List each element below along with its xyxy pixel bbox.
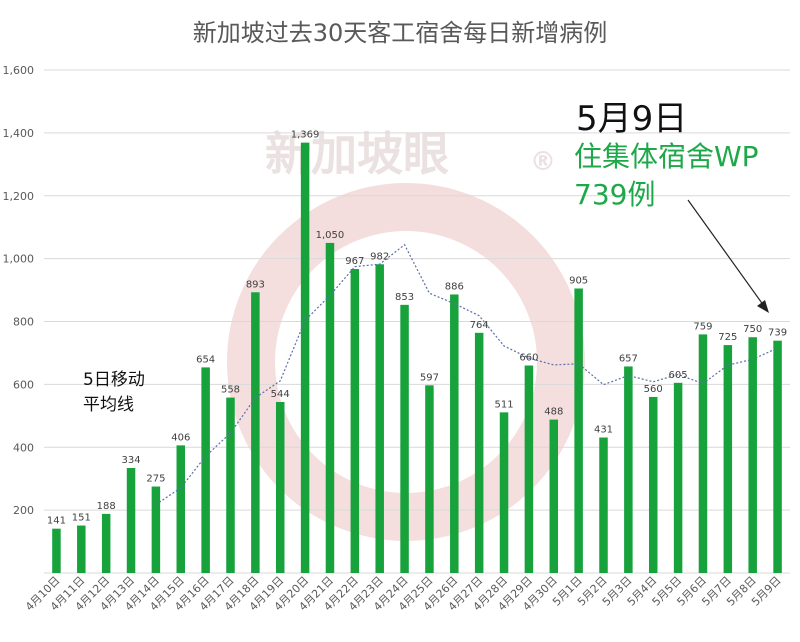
bar bbox=[624, 366, 633, 573]
bar bbox=[201, 367, 210, 573]
y-tick-label: 1,600 bbox=[3, 64, 35, 77]
bar bbox=[77, 525, 86, 573]
data-label: 511 bbox=[494, 399, 513, 410]
ma-label-line1: 5日移动 bbox=[83, 370, 145, 390]
data-label: 739 bbox=[768, 328, 787, 339]
bar bbox=[325, 242, 335, 573]
y-tick-label: 800 bbox=[13, 316, 34, 329]
data-labels: 141 151 188 334 275 406 654 558 893 544 1,369 1,050… bbox=[47, 130, 787, 527]
bar bbox=[425, 385, 434, 573]
bar bbox=[648, 396, 658, 573]
bar bbox=[400, 304, 409, 573]
bar bbox=[375, 264, 384, 573]
data-label: 750 bbox=[743, 324, 762, 335]
bar bbox=[101, 513, 111, 573]
moving-average-line bbox=[155, 243, 778, 506]
annotation-date: 5月9日 bbox=[576, 99, 687, 139]
watermark-symbol: ® bbox=[530, 147, 556, 177]
data-label: 597 bbox=[420, 372, 439, 383]
bar bbox=[773, 340, 782, 573]
bar bbox=[350, 268, 360, 573]
x-axis-ticks: 4月10日4月11日4月12日4月13日4月14日4月15日4月16日4月17日… bbox=[23, 574, 784, 614]
data-label: 654 bbox=[196, 354, 215, 365]
data-label: 1,050 bbox=[316, 230, 345, 241]
data-label: 488 bbox=[544, 407, 563, 418]
data-label: 657 bbox=[619, 353, 638, 364]
data-label: 188 bbox=[97, 501, 116, 512]
data-label: 886 bbox=[445, 281, 464, 292]
bar bbox=[524, 365, 534, 573]
watermark-text: 新加坡眼 bbox=[265, 127, 449, 181]
data-label: 967 bbox=[345, 256, 364, 267]
data-label: 893 bbox=[246, 279, 265, 290]
annotation-detail-line1: 住集体宿舍WP bbox=[574, 140, 759, 173]
data-label: 275 bbox=[146, 474, 165, 485]
chart-title: 新加坡过去30天客工宿舍每日新增病例 bbox=[193, 19, 608, 47]
data-label: 558 bbox=[221, 385, 240, 396]
data-label: 1,369 bbox=[291, 130, 320, 141]
bar bbox=[748, 337, 757, 573]
data-label: 725 bbox=[718, 332, 737, 343]
data-label: 982 bbox=[370, 251, 389, 262]
data-label: 560 bbox=[644, 384, 663, 395]
bar bbox=[226, 397, 235, 573]
data-label: 406 bbox=[171, 432, 190, 443]
data-label: 544 bbox=[271, 389, 290, 400]
bar bbox=[450, 294, 459, 573]
data-label: 334 bbox=[121, 455, 140, 466]
data-label: 141 bbox=[47, 516, 66, 527]
data-label: 431 bbox=[594, 425, 613, 436]
bar bbox=[549, 419, 559, 573]
data-label: 853 bbox=[395, 292, 414, 303]
bar bbox=[474, 332, 484, 573]
data-label: 905 bbox=[569, 275, 588, 286]
gridlines bbox=[44, 69, 790, 574]
bar bbox=[176, 445, 186, 573]
bar bbox=[126, 467, 136, 573]
annotation-arrow bbox=[687, 199, 765, 307]
bar bbox=[673, 382, 683, 573]
bar bbox=[599, 437, 608, 573]
y-tick-label: 400 bbox=[13, 441, 34, 454]
bar bbox=[300, 142, 310, 574]
annotation-detail-line2: 739例 bbox=[574, 178, 655, 211]
bar bbox=[698, 334, 708, 573]
data-label: 605 bbox=[669, 370, 688, 381]
bars bbox=[52, 142, 782, 574]
y-tick-label: 600 bbox=[13, 378, 34, 391]
ma-label-line2: 平均线 bbox=[83, 395, 134, 415]
bar bbox=[723, 345, 733, 573]
bar bbox=[275, 401, 285, 573]
y-tick-label: 1,400 bbox=[3, 127, 35, 140]
bar bbox=[251, 292, 260, 573]
data-label: 660 bbox=[519, 353, 538, 364]
y-tick-label: 200 bbox=[13, 504, 34, 517]
bar bbox=[151, 486, 161, 573]
y-axis-ticks: 200 400 600 800 1,000 1,200 1,400 1,600 bbox=[3, 64, 35, 517]
bar bbox=[52, 528, 61, 573]
annotation-arrowhead bbox=[757, 300, 769, 313]
y-tick-label: 1,200 bbox=[3, 190, 35, 203]
data-label: 151 bbox=[72, 513, 91, 524]
bar bbox=[574, 288, 583, 573]
y-tick-label: 1,000 bbox=[3, 253, 35, 266]
bar bbox=[499, 412, 509, 573]
data-label: 764 bbox=[470, 320, 489, 331]
data-label: 759 bbox=[693, 321, 712, 332]
